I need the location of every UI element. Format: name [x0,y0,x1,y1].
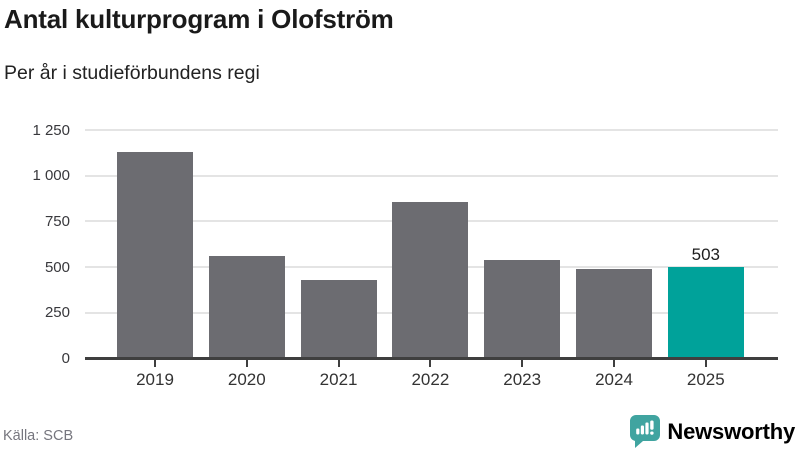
y-axis-tick-label: 250 [44,304,70,322]
x-axis-tick-label: 2023 [503,369,542,389]
x-axis-tick-label: 2021 [319,369,358,389]
gridline [85,174,778,177]
x-axis-tick [613,360,615,367]
bar-2025 [667,266,744,359]
y-axis-tick-label: 1 000 [32,167,70,185]
bar-2024 [576,268,652,359]
y-axis-tick-label: 500 [44,258,70,276]
bar-2022 [392,202,469,359]
newsworthy-logo: Newsworthy [630,415,795,448]
x-axis-tick-label: 2022 [411,369,450,389]
x-axis-tick [245,360,248,367]
x-axis-tick [154,360,156,367]
x-axis-tick-label: 2024 [595,369,633,389]
x-axis-tick [429,360,432,367]
y-axis-tick-label: 750 [44,212,70,230]
x-axis-tick [704,360,707,367]
bar-2020 [208,256,285,359]
x-axis-tick-label: 2019 [136,369,174,389]
gridline [85,129,778,131]
y-axis-tick-label: 0 [61,350,70,367]
chart-subtitle: Per år i studieförbundens regi [4,62,260,84]
x-axis-tick-label: 2020 [227,369,266,389]
x-axis-tick [521,360,524,367]
y-axis-tick-label: 1 250 [32,121,70,139]
x-axis-tick [337,360,340,367]
bar-2019 [117,151,193,359]
x-axis-tick-label: 2025 [686,369,725,389]
newsworthy-logo-text: Newsworthy [667,418,795,444]
source-label: Källa: SCB [3,428,74,444]
x-axis-line [85,357,778,360]
bar-2021 [300,279,377,359]
bar-value-label: 503 [691,244,720,264]
bar-2023 [484,259,561,359]
newsworthy-logo-icon [630,415,661,448]
chart-title: Antal kulturprogram i Olofström [4,4,394,34]
